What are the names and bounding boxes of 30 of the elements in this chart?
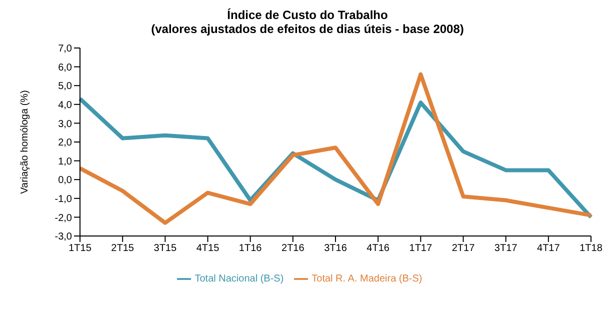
x-tick-label: 2T17 [452,243,476,254]
x-tick-label: 1T15 [68,243,92,254]
x-tick-label: 3T15 [154,243,177,254]
line-series [78,72,593,225]
legend-label: Total R. A. Madeira (B-S) [312,274,422,285]
chart-title: Índice de Custo do Trabalho [226,8,389,22]
y-axis-title: Variação homóloga (%) [20,90,31,194]
y-tick-label: 2,0 [58,138,72,149]
x-tick-label: 4T15 [196,243,220,254]
x-tick-label: 2T15 [111,243,134,254]
x-tick-label: 1T16 [238,243,262,254]
x-tick-label: 4T16 [366,243,390,254]
legend-label: Total Nacional (B-S) [194,274,284,285]
x-tick-label: 4T17 [537,243,560,254]
y-tick-label: 7,0 [58,44,72,55]
y-tick-label: 5,0 [58,81,72,92]
y-tick-label: 1,0 [58,156,72,168]
chart-subtitle: (valores ajustados de efeitos de dias úteis - base 2008) [150,22,465,36]
y-tick-label: -1,0 [54,194,72,205]
y-tick-label: 6,0 [58,62,72,74]
y-tick-label: -3,0 [54,232,72,243]
y-tick-label: -2,0 [54,212,72,224]
y-tick-label: 0,0 [58,175,72,186]
x-tick-label: 3T16 [324,243,348,254]
x-tick-label: 1T17 [409,243,432,254]
x-tick-label: 3T17 [494,243,518,254]
x-tick-label: 1T18 [580,243,603,254]
y-tick-label: 4,0 [58,100,72,111]
y-tick-label: 3,0 [58,118,72,130]
x-tick-label: 2T16 [282,243,305,254]
